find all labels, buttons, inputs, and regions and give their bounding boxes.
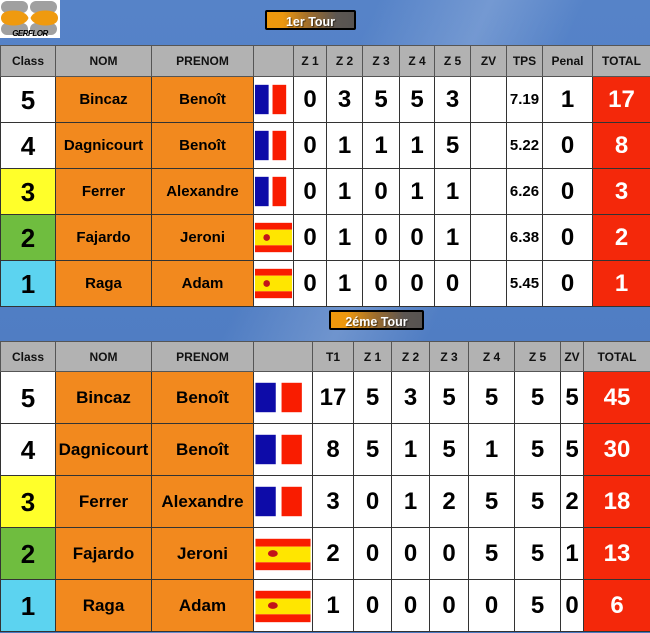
svg-text:GERFLOR: GERFLOR bbox=[12, 29, 48, 38]
